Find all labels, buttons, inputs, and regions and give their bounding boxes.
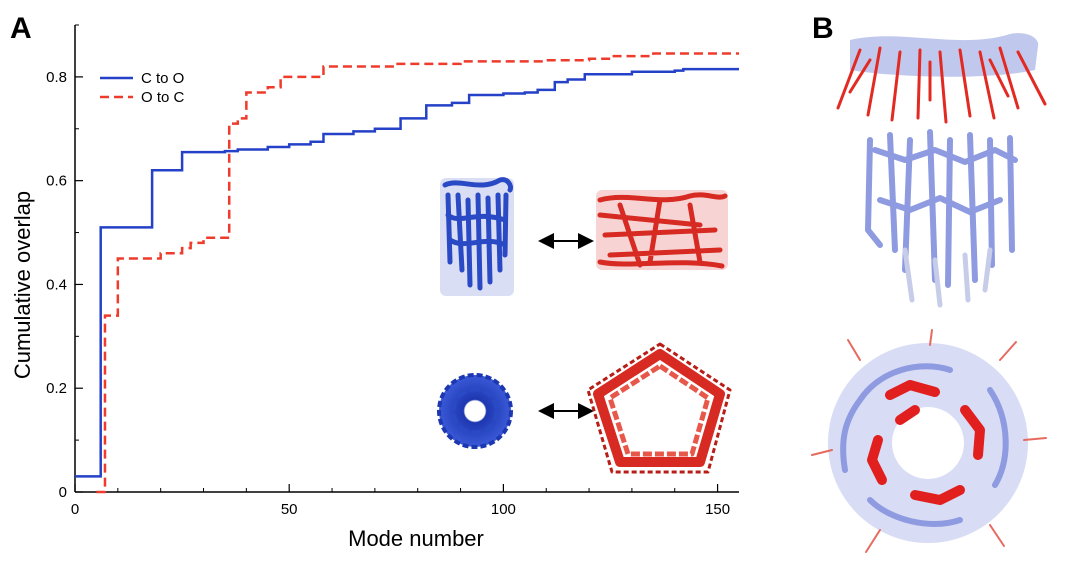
series-layer <box>75 52 739 494</box>
x-axis-title: Mode number <box>348 526 484 551</box>
protein-open-side-icon <box>596 190 728 270</box>
panel-b-top-view <box>811 329 1047 553</box>
panel-label-a: A <box>10 12 32 45</box>
x-tick-label: 150 <box>705 501 730 518</box>
x-tick-label: 100 <box>491 501 516 518</box>
overlap-chart: 0 50 100 150 0 0.2 0.4 0.6 0.8 Mode number Cumu… <box>10 24 739 551</box>
series-line-o-to-c <box>96 52 739 494</box>
legend-label-o-to-c: O to C <box>141 89 185 106</box>
y-tick-label: 0.8 <box>46 69 67 86</box>
y-axis-title: Cumulative overlap <box>10 191 35 379</box>
protein-open-top-icon <box>586 342 732 474</box>
legend-label-c-to-o: C to O <box>141 70 184 87</box>
panel-label-b: B <box>812 12 834 45</box>
series-line-c-to-o <box>75 67 739 478</box>
panel-b-side-view <box>836 33 1047 308</box>
protein-closed-top-icon <box>437 373 513 449</box>
chart-axes <box>74 25 739 493</box>
x-tick-label: 50 <box>281 501 298 518</box>
y-tick-label: 0 <box>59 484 67 501</box>
y-tick-label: 0.6 <box>46 173 67 190</box>
protein-closed-side-icon <box>440 177 514 296</box>
y-tick-label: 0.2 <box>46 380 67 397</box>
y-ticks: 0 0.2 0.4 0.6 0.8 <box>46 24 83 501</box>
y-tick-label: 0.4 <box>46 276 67 293</box>
chart-legend: C to O O to C <box>100 70 185 106</box>
x-tick-label: 0 <box>71 501 79 518</box>
x-ticks: 0 50 100 150 <box>71 484 730 518</box>
